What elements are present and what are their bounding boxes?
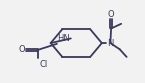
Text: O: O xyxy=(19,45,25,55)
Text: HN: HN xyxy=(57,34,69,43)
Text: Cl: Cl xyxy=(40,60,48,69)
Text: O: O xyxy=(108,10,114,19)
Text: N: N xyxy=(107,39,114,48)
